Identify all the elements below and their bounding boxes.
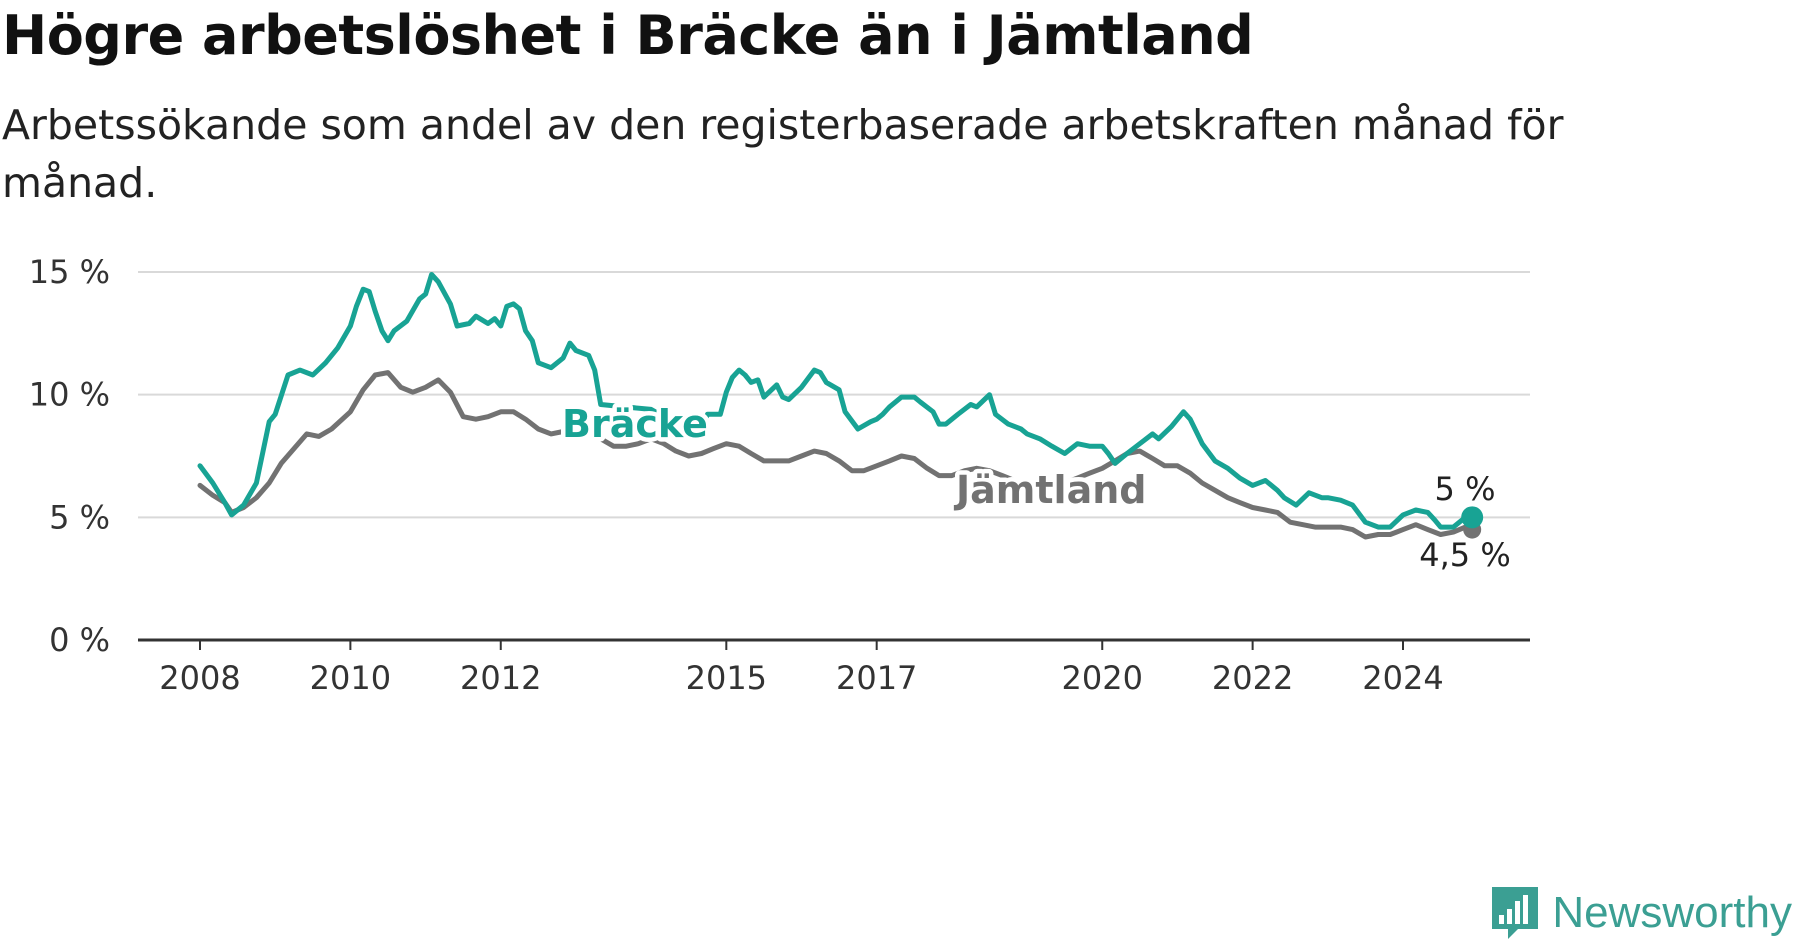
bar-chart-logo-icon bbox=[1492, 887, 1539, 939]
x-axis-ticks: 2008 2010 2012 2015 2017 2020 2022 2024 bbox=[159, 640, 1444, 697]
brand-name: Newsworthy bbox=[1552, 888, 1792, 937]
end-label-bracke: 5 % bbox=[1435, 470, 1496, 508]
y-tick-label: 10 % bbox=[29, 376, 110, 414]
y-tick-label: 5 % bbox=[49, 498, 110, 536]
x-tick-label: 2020 bbox=[1062, 659, 1143, 697]
x-tick-label: 2015 bbox=[686, 659, 767, 697]
x-tick-label: 2010 bbox=[310, 659, 391, 697]
y-tick-label: 0 % bbox=[49, 621, 110, 659]
chart-subtitle: Arbetssökande som andel av den registerb… bbox=[2, 101, 1564, 207]
y-axis-ticks: 0 % 5 % 10 % 15 % bbox=[29, 253, 110, 659]
series-label-bracke: Bräcke bbox=[562, 402, 708, 446]
chart-title: Högre arbetslöshet i Bräcke än i Jämtlan… bbox=[2, 4, 1254, 67]
series-line-jamtland bbox=[197, 370, 1475, 540]
y-tick-label: 15 % bbox=[29, 253, 110, 291]
series-lines bbox=[197, 272, 1484, 540]
x-tick-label: 2017 bbox=[836, 659, 917, 697]
series-line-bracke bbox=[197, 272, 1475, 530]
x-tick-label: 2012 bbox=[460, 659, 541, 697]
series-label-jamtland: Jämtland bbox=[953, 468, 1146, 512]
series-labels: Bräcke Jämtland 5 % 4,5 % bbox=[558, 398, 1514, 578]
grid-lines bbox=[138, 271, 1530, 519]
x-tick-label: 2024 bbox=[1362, 659, 1443, 697]
x-tick-label: 2022 bbox=[1212, 659, 1293, 697]
newsworthy-logo: Newsworthy bbox=[1490, 878, 1792, 948]
x-tick-label: 2008 bbox=[159, 659, 240, 697]
end-label-jamtland: 4,5 % bbox=[1419, 536, 1510, 574]
end-point-bracke bbox=[1461, 506, 1484, 529]
